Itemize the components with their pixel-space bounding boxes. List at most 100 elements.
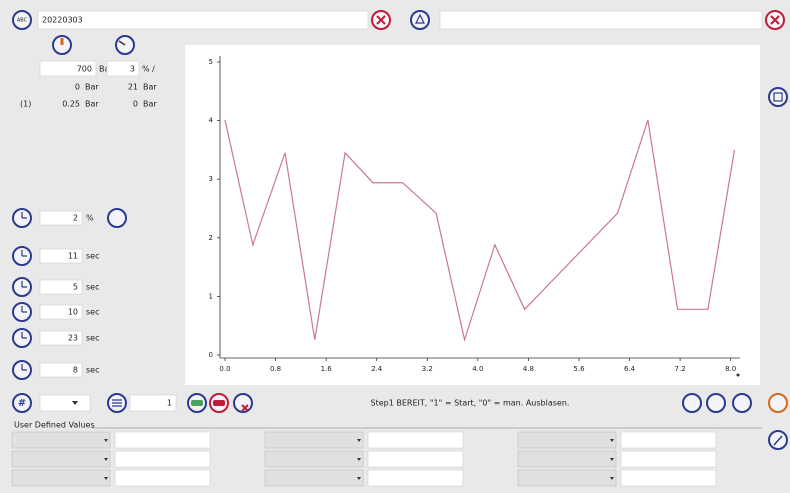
- chart-area: [185, 45, 760, 385]
- percent-value: 3: [130, 65, 135, 74]
- list-glyph: [112, 399, 122, 407]
- dropdown[interactable]: [11, 469, 111, 487]
- clear-icon: [376, 15, 386, 25]
- text-field[interactable]: [37, 10, 369, 30]
- input[interactable]: [620, 431, 717, 449]
- unit: Bar: [143, 100, 157, 109]
- dropdown-arrow: [104, 458, 108, 461]
- input[interactable]: [39, 210, 83, 226]
- timer-glyph: [21, 212, 27, 219]
- input[interactable]: [367, 431, 464, 449]
- dropdown[interactable]: [264, 450, 364, 468]
- dropdown[interactable]: [517, 431, 617, 449]
- network-glyph: [415, 13, 425, 24]
- exit-button[interactable]: [768, 393, 788, 413]
- input[interactable]: [114, 469, 211, 487]
- network-icon[interactable]: [410, 10, 430, 30]
- input[interactable]: [39, 362, 83, 378]
- input[interactable]: [620, 469, 717, 487]
- timer-glyph: [21, 364, 27, 371]
- timer-value: 23: [68, 334, 78, 343]
- status-text: Step1 BEREIT, "1" = Start, "0" = man. Au…: [371, 399, 570, 408]
- save-glyph: [773, 92, 783, 102]
- min-value: 0: [75, 83, 80, 92]
- x-tick-label: 6.4: [624, 365, 636, 373]
- option-button[interactable]: [682, 393, 702, 413]
- dropdown[interactable]: [39, 394, 91, 412]
- x-tick-label: 7.2: [675, 365, 686, 373]
- x-tick-label: 2.4: [371, 365, 383, 373]
- gauge-glyph: [118, 40, 126, 46]
- start-glyph: [191, 400, 203, 406]
- axis-marker: [736, 373, 740, 377]
- input[interactable]: [39, 60, 97, 77]
- option-button[interactable]: [732, 393, 752, 413]
- x-tick-label: 3.2: [422, 365, 433, 373]
- input[interactable]: [367, 450, 464, 468]
- y-tick-label: 0: [209, 351, 213, 359]
- input[interactable]: [39, 279, 83, 295]
- input[interactable]: [620, 450, 717, 468]
- text-field[interactable]: [439, 10, 763, 30]
- unit: sec: [86, 366, 100, 375]
- unit: sec: [86, 252, 100, 261]
- unit: sec: [86, 308, 100, 317]
- clear-icon: [770, 15, 780, 25]
- hash-icon: [12, 393, 32, 413]
- input[interactable]: [39, 248, 83, 264]
- unit: sec: [86, 334, 100, 343]
- y-tick-label: 4: [209, 117, 214, 125]
- dropdown-arrow: [357, 458, 361, 461]
- dropdown-arrow: [610, 477, 614, 480]
- data-line: [224, 119, 736, 343]
- save-button[interactable]: [768, 87, 788, 107]
- reset-button[interactable]: [233, 393, 253, 413]
- actual2-value: 0: [133, 100, 138, 109]
- dropdown-arrow: [357, 477, 361, 480]
- dropdown-arrow: [610, 458, 614, 461]
- hash-label: #: [18, 398, 26, 409]
- x-tick-label: 4.0: [472, 365, 483, 373]
- option-button[interactable]: [706, 393, 726, 413]
- input[interactable]: [39, 304, 83, 320]
- unit: sec: [86, 283, 100, 292]
- input[interactable]: [39, 330, 83, 346]
- stop-glyph: [213, 400, 225, 406]
- abc-icon[interactable]: [12, 10, 32, 30]
- y-tick-label: 2: [209, 234, 213, 242]
- dropdown[interactable]: [517, 450, 617, 468]
- dropdown-arrow: [104, 477, 108, 480]
- dropdown-arrow: [72, 401, 78, 405]
- input[interactable]: [114, 431, 211, 449]
- timer-value: 8: [73, 366, 78, 375]
- dropdown-arrow: [357, 439, 361, 442]
- input[interactable]: [106, 60, 140, 77]
- input[interactable]: [114, 450, 211, 468]
- dropdown[interactable]: [517, 469, 617, 487]
- screen-icon[interactable]: [107, 208, 127, 228]
- reset-glyph: [241, 404, 249, 412]
- input[interactable]: [129, 394, 177, 412]
- index: (1): [20, 100, 31, 109]
- timer-value: 2: [73, 214, 78, 223]
- timer-glyph: [21, 281, 27, 288]
- timer-value: 5: [73, 283, 78, 292]
- dropdown[interactable]: [11, 431, 111, 449]
- dropdown[interactable]: [11, 450, 111, 468]
- timer-value: 10: [68, 308, 78, 317]
- max-value: 21: [128, 83, 138, 92]
- timer-value: 11: [68, 252, 78, 261]
- x-tick-label: 0.0: [219, 365, 230, 373]
- user-defined-grid: [11, 431, 717, 487]
- y-tick-label: 3: [209, 175, 213, 183]
- unit: Bar: [143, 83, 157, 92]
- x-tick-label: 5.6: [573, 365, 585, 373]
- dropdown[interactable]: [264, 469, 364, 487]
- x-tick-label: 4.8: [523, 365, 534, 373]
- unit: %: [86, 214, 94, 223]
- unit: % /: [142, 65, 155, 74]
- abc-icon-label: ABC: [17, 18, 28, 24]
- dropdown[interactable]: [264, 431, 364, 449]
- input[interactable]: [367, 469, 464, 487]
